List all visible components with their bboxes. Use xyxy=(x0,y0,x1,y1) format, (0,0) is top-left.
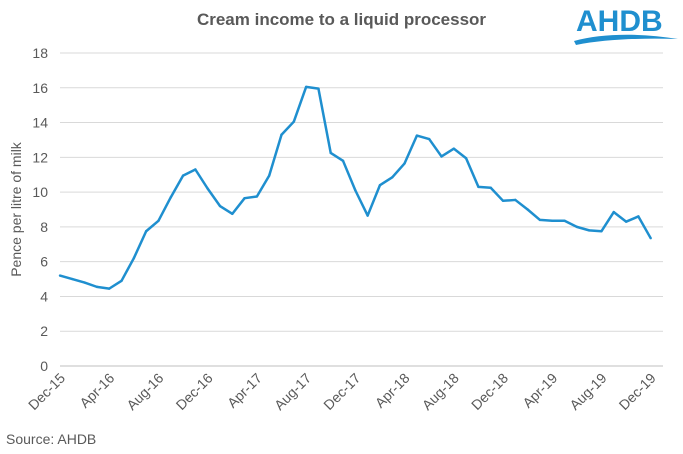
y-axis-title: Pence per litre of milk xyxy=(8,141,24,277)
x-tick-label: Aug-16 xyxy=(123,370,166,413)
data-point xyxy=(144,230,148,233)
data-point xyxy=(71,277,74,281)
data-point xyxy=(489,186,492,189)
data-point xyxy=(206,187,209,190)
x-tick-label: Apr-16 xyxy=(76,370,117,411)
data-point xyxy=(575,225,579,229)
y-tick-label: 6 xyxy=(40,254,48,270)
data-point xyxy=(551,219,554,223)
data-point xyxy=(132,256,136,260)
x-tick-label: Dec-17 xyxy=(320,370,363,413)
y-tick-label: 0 xyxy=(40,358,48,374)
x-tick-label: Apr-19 xyxy=(519,370,560,411)
x-tick-label: Dec-19 xyxy=(616,370,659,413)
series-line xyxy=(59,85,652,290)
y-tick-labels: 0 2 4 6 8 10 12 14 16 18 xyxy=(32,45,48,374)
x-tick-label: Aug-18 xyxy=(419,370,462,413)
data-point xyxy=(464,157,468,160)
source-note: Source: AHDB xyxy=(6,431,97,447)
data-point xyxy=(231,212,234,216)
data-point xyxy=(415,134,419,137)
data-point xyxy=(563,219,566,223)
y-tick-label: 4 xyxy=(40,288,48,304)
data-point xyxy=(403,162,406,165)
data-point xyxy=(317,87,320,90)
data-point xyxy=(624,220,628,223)
gridlines xyxy=(60,52,663,367)
y-tick-label: 12 xyxy=(32,149,48,165)
data-point xyxy=(218,204,222,208)
data-point xyxy=(169,196,172,199)
data-point xyxy=(514,198,517,202)
logo-text: AHDB xyxy=(576,5,663,38)
y-tick-label: 2 xyxy=(40,323,48,339)
data-point xyxy=(477,185,480,189)
y-tick-label: 16 xyxy=(32,80,48,96)
data-point xyxy=(440,155,443,158)
x-tick-label: Dec-15 xyxy=(25,370,68,413)
data-point xyxy=(83,281,86,284)
data-point xyxy=(243,196,246,200)
data-point xyxy=(526,208,529,211)
y-tick-label: 18 xyxy=(32,45,48,61)
chart-title: Cream income to a liquid processor xyxy=(196,10,487,29)
data-point xyxy=(427,137,431,141)
data-point xyxy=(58,274,62,277)
data-point xyxy=(378,183,382,187)
x-tick-labels: Dec-15 Apr-16 Aug-16 Dec-16 Apr-17 Aug-17 Dec-… xyxy=(25,370,659,413)
data-point xyxy=(587,229,591,232)
data-point xyxy=(452,147,455,150)
data-point xyxy=(366,214,369,217)
data-point xyxy=(649,236,652,240)
y-tick-label: 14 xyxy=(32,115,48,131)
data-point xyxy=(181,174,185,177)
data-point xyxy=(95,285,99,289)
data-point xyxy=(538,218,542,222)
data-point xyxy=(501,199,505,203)
data-point xyxy=(292,120,296,123)
data-point xyxy=(391,176,394,179)
data-point xyxy=(304,85,308,89)
x-tick-label: Aug-19 xyxy=(566,370,609,413)
data-point xyxy=(280,133,283,136)
data-point xyxy=(255,195,259,198)
data-point xyxy=(637,215,640,218)
data-point xyxy=(108,287,111,290)
x-tick-label: Apr-18 xyxy=(372,370,413,411)
data-point xyxy=(157,219,160,223)
data-point xyxy=(329,151,332,155)
ahdb-logo: AHDB xyxy=(574,5,678,45)
logo-swoosh xyxy=(574,34,678,45)
data-point xyxy=(120,279,123,282)
x-tick-label: Dec-16 xyxy=(173,370,216,413)
data-point xyxy=(268,174,271,177)
x-tick-label: Aug-17 xyxy=(271,370,314,413)
y-tick-label: 8 xyxy=(40,219,48,235)
y-tick-label: 10 xyxy=(32,184,48,200)
data-point xyxy=(600,230,603,233)
x-tick-label: Dec-18 xyxy=(468,370,511,413)
data-point xyxy=(341,159,345,163)
x-tick-label: Apr-17 xyxy=(224,370,265,411)
data-point xyxy=(612,210,615,214)
data-point xyxy=(354,189,357,192)
data-point xyxy=(194,168,197,171)
series-group xyxy=(58,85,652,290)
